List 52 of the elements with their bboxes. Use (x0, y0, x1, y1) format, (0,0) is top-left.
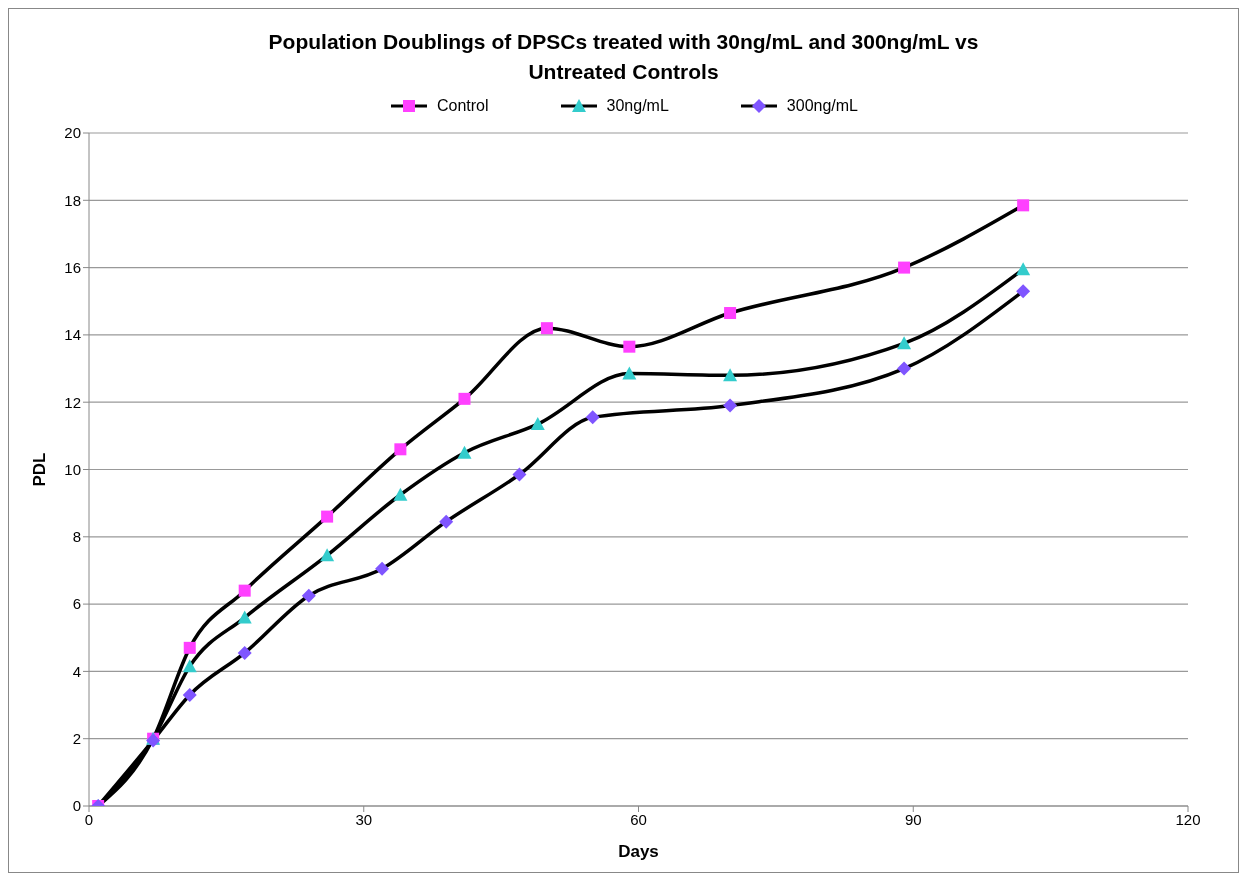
y-tick-label: 4 (72, 662, 81, 680)
y-tick-label: 0 (72, 797, 81, 815)
point (512, 467, 527, 482)
point (394, 443, 407, 456)
point (723, 368, 738, 382)
y-tick-label: 18 (64, 191, 81, 209)
point (897, 361, 912, 376)
point (724, 307, 737, 320)
point (1016, 284, 1031, 299)
x-tick-label: 60 (630, 810, 647, 828)
legend-label: 30ng/mL (606, 97, 669, 115)
point (182, 687, 197, 702)
point (301, 588, 316, 603)
point (182, 659, 197, 673)
point (237, 645, 252, 660)
x-axis-title: Days (618, 842, 659, 861)
point (622, 366, 637, 380)
point (585, 410, 600, 425)
y-axis-title: PDL (30, 452, 50, 487)
point (1017, 199, 1030, 212)
y-tick-label: 16 (64, 258, 81, 276)
point (723, 398, 738, 413)
point (530, 417, 545, 431)
y-tick-label: 20 (64, 124, 81, 142)
point (439, 514, 454, 529)
point (393, 487, 408, 501)
y-tick-label: 10 (64, 460, 81, 478)
x-tick-label: 0 (84, 810, 94, 828)
y-tick-label: 14 (64, 326, 81, 344)
point (458, 392, 471, 405)
point (1016, 262, 1031, 276)
y-tick-label: 12 (64, 393, 81, 411)
point (375, 561, 390, 576)
point (237, 610, 252, 624)
point (898, 261, 911, 274)
point (457, 445, 472, 459)
y-tick-label: 6 (72, 595, 81, 613)
point (897, 336, 912, 350)
legend-label: 300ng/mL (786, 97, 858, 115)
point (540, 322, 553, 335)
y-tick-label: 8 (72, 528, 81, 546)
legend-label: Control (436, 97, 489, 115)
point (183, 641, 196, 654)
point (321, 510, 334, 523)
x-tick-label: 120 (1175, 810, 1201, 828)
point (623, 340, 636, 353)
point (238, 584, 251, 597)
y-tick-label: 2 (72, 730, 81, 748)
x-tick-label: 90 (904, 810, 922, 828)
point (320, 548, 335, 562)
chart-title: Population Doublings of DPSCs treated with 30ng/mL and 300ng/mL vs Untreated Controls (267, 29, 980, 85)
x-tick-label: 30 (355, 810, 373, 828)
